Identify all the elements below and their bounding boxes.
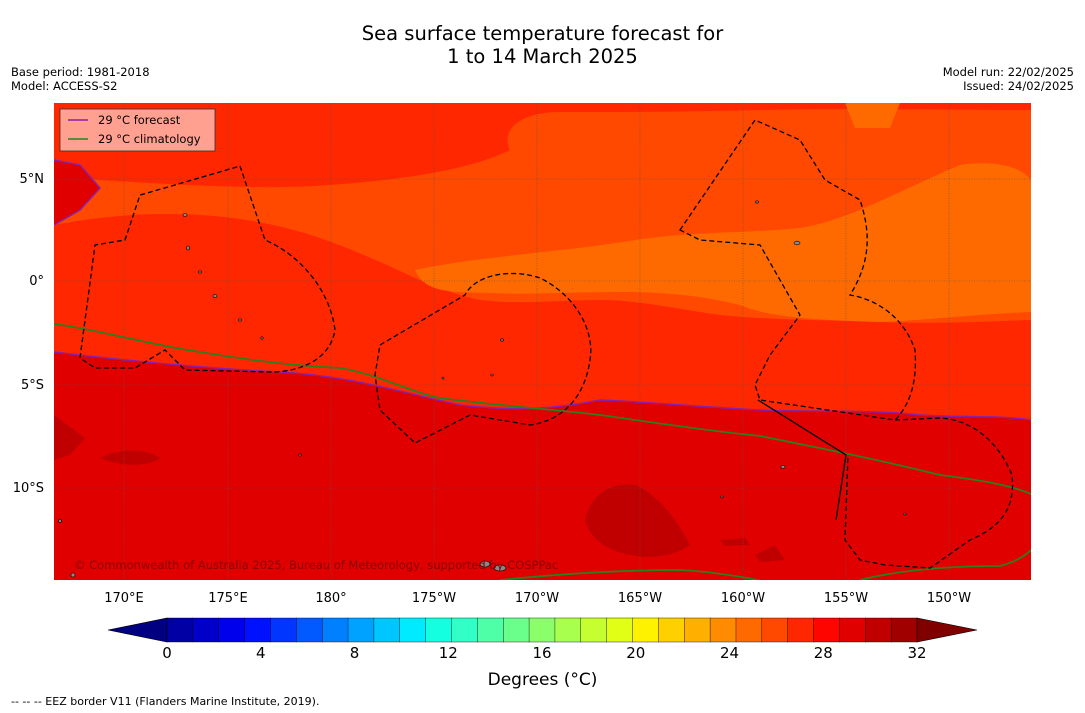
gridlines (54, 103, 1031, 580)
colorbar-segment (528, 617, 556, 643)
colorbar-segment (373, 617, 401, 643)
band-26-27 (415, 163, 1031, 322)
colorbar-segment (166, 617, 194, 643)
patch-30-31-d (720, 538, 750, 546)
colorbar-segment (813, 617, 840, 643)
colorbar-extend-min (107, 617, 168, 643)
colorbar-segment (321, 617, 349, 643)
colorbar-segment (192, 617, 220, 643)
colorbar-segment (425, 617, 452, 643)
colorbar-tick-label: 8 (350, 644, 360, 662)
title-line-2: 1 to 14 March 2025 (447, 45, 638, 68)
forecast-29c-contour-west (54, 159, 102, 226)
issued-text: Issued: 24/02/2025 (963, 79, 1074, 93)
map-title: Sea surface temperature forecast for 1 t… (0, 22, 1085, 68)
colorbar-tick-labels: 0 4 8 12 16 20 24 28 32 (162, 644, 926, 662)
colorbar-segment (658, 617, 685, 643)
lat-tick-label: 10°S (13, 481, 44, 496)
forecast-29c-contour (54, 351, 1031, 421)
base-period-text: Base period: 1981-2018 (11, 65, 150, 79)
patch-30-31-c (54, 415, 85, 460)
colorbar-segment (451, 617, 478, 643)
colorbar-segment (787, 617, 815, 643)
lon-tick-label: 165°W (618, 591, 662, 606)
patch-30-31-e (755, 545, 785, 562)
lon-tick-label: 155°W (824, 591, 868, 606)
model-text: Model: ACCESS-S2 (11, 79, 118, 93)
lon-tick-label: 170°W (515, 591, 559, 606)
patch-30-31-b (100, 450, 160, 465)
lon-tick-label: 180° (315, 591, 346, 606)
colorbar-segment (580, 617, 608, 643)
colorbar-tick-label: 4 (256, 644, 266, 662)
colorbar-segment (761, 617, 789, 643)
colorbar-tick-label: 24 (720, 644, 739, 662)
colorbar-segment (244, 617, 271, 643)
colorbar-tick-label: 0 (162, 644, 172, 662)
colorbar-segment (270, 617, 297, 643)
colorbar-segment (296, 617, 323, 643)
meta-left: Base period: 1981-2018 Model: ACCESS-S2 (11, 65, 150, 93)
colorbar-segment (735, 617, 763, 643)
colorbar-segment (477, 617, 504, 643)
lon-tick-label: 175°E (208, 591, 248, 606)
colorbar-tick-label: 28 (814, 644, 833, 662)
warm-patch-west (54, 160, 100, 225)
eez-solid-border (757, 399, 847, 521)
meta-right: Model run: 22/02/2025 Issued: 24/02/2025 (943, 65, 1074, 93)
colorbar (107, 617, 978, 643)
lon-tick-label: 170°E (104, 591, 144, 606)
eez-footnote: -- -- -- EEZ border V11 (Flanders Marine… (11, 695, 320, 708)
colorbar-extend-max (916, 617, 978, 643)
lon-tick-label: 160°W (721, 591, 765, 606)
model-run-text: Model run: 22/02/2025 (942, 65, 1074, 79)
copyright-text: © Commonwealth of Australia 2025, Bureau… (74, 558, 558, 572)
colorbar-segment (554, 617, 582, 643)
climatology-29c-contour (54, 323, 1031, 495)
lat-tick-label: 5°N (20, 172, 45, 187)
legend-box (59, 108, 216, 152)
colorbar-segment (865, 617, 892, 643)
colorbar-segment (503, 617, 530, 643)
patch-30-31-a (585, 484, 690, 557)
colorbar-tick-label: 20 (626, 644, 645, 662)
lon-tick-labels: 170°E 175°E 180° 175°W 170°W 165°W 160°W 155°W 1… (104, 591, 971, 606)
legend-forecast-label: 29 °C forecast (98, 113, 181, 127)
colorbar-tick-label: 32 (907, 644, 926, 662)
islands (58, 200, 907, 578)
colorbar-tick-label: 12 (439, 644, 458, 662)
band-28-29-north (54, 103, 1031, 188)
climatology-29c-contour-south (499, 549, 1031, 580)
colorbar-label: Degrees (°C) (487, 670, 598, 690)
lat-tick-label: 5°S (21, 378, 44, 393)
colorbar-segment (347, 617, 375, 643)
lat-tick-labels: 5°N 0° 5°S 10°S (13, 172, 44, 496)
colorbar-segment (606, 617, 634, 643)
colorbar-segment (890, 617, 918, 643)
legend-climatology-label: 29 °C climatology (98, 132, 201, 146)
lon-tick-label: 150°W (927, 591, 971, 606)
lat-tick-label: 0° (29, 274, 44, 289)
lon-tick-label: 175°W (412, 591, 456, 606)
band-29-30 (54, 352, 1031, 580)
title-line-1: Sea surface temperature forecast for (361, 22, 724, 45)
colorbar-tick-label: 16 (532, 644, 551, 662)
map-panel (54, 103, 1031, 580)
colorbar-segment (218, 617, 246, 643)
colorbar-segment (632, 617, 659, 643)
colorbar-segment (839, 617, 866, 643)
colorbar-segment (399, 617, 427, 643)
band-26-27-small (845, 103, 900, 128)
eez-borders (79, 119, 1014, 569)
colorbar-segment (684, 617, 711, 643)
legend: 29 °C forecast 29 °C climatology (59, 108, 216, 152)
colorbar-segment (709, 617, 737, 643)
